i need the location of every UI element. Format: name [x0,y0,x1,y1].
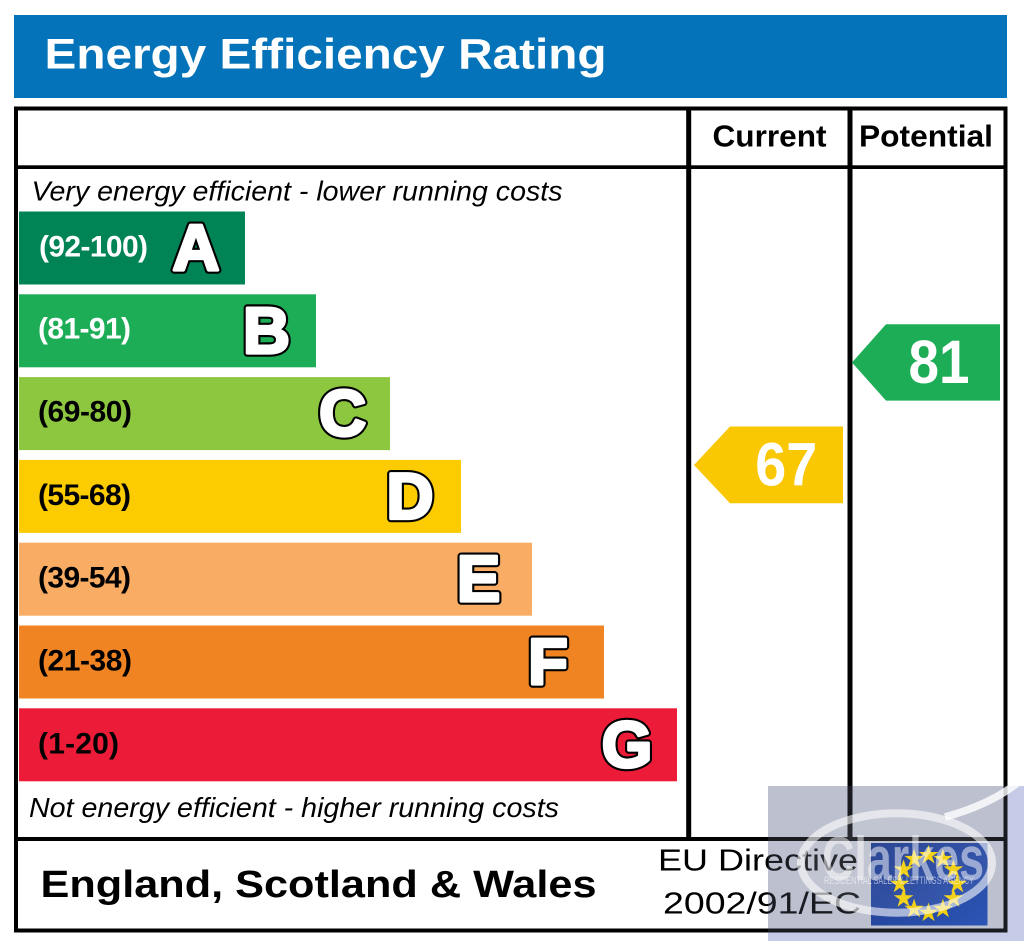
svg-text:A: A [173,211,220,284]
svg-text:RESIDENTIAL SALES & LETTINGS A: RESIDENTIAL SALES & LETTINGS AGENCY [824,875,974,887]
svg-text:(21-38): (21-38) [38,645,132,678]
svg-text:(92-100): (92-100) [39,231,148,264]
svg-text:C: C [319,377,366,450]
svg-text:B: B [243,294,290,367]
svg-text:A: A [173,211,220,284]
svg-text:Clarkes: Clarkes [822,825,984,894]
svg-text:Energy Efficiency Rating: Energy Efficiency Rating [45,30,607,78]
svg-text:E: E [457,542,500,615]
svg-text:Potential: Potential [859,119,993,154]
svg-text:E: E [457,542,500,615]
svg-text:(81-91): (81-91) [38,313,131,346]
svg-text:G: G [602,708,653,781]
svg-text:Not energy efficient - higher: Not energy efficient - higher running co… [29,792,559,823]
svg-text:C: C [319,377,366,450]
svg-text:F: F [528,625,568,698]
svg-text:Current: Current [713,119,827,154]
svg-text:81: 81 [909,328,970,396]
svg-text:67: 67 [755,431,817,499]
svg-text:(55-68): (55-68) [38,479,131,512]
svg-text:D: D [387,460,434,533]
svg-text:G: G [602,708,653,781]
svg-text:(39-54): (39-54) [38,562,131,595]
svg-text:D: D [387,460,434,533]
svg-text:F: F [528,625,568,698]
svg-text:(69-80): (69-80) [38,396,132,429]
svg-text:B: B [243,294,290,367]
svg-text:England, Scotland & Wales: England, Scotland & Wales [41,864,597,906]
svg-text:(1-20): (1-20) [38,728,119,761]
svg-text:Very energy efficient - lower: Very energy efficient - lower running co… [32,176,563,207]
